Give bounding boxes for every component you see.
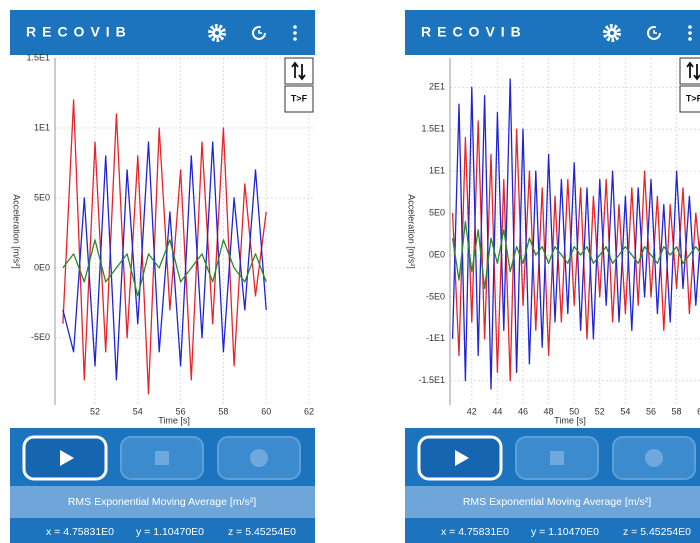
rms-title: RMS Exponential Moving Average [m/s²] xyxy=(68,496,256,508)
x-tick-label: 44 xyxy=(492,406,502,416)
y-tick-label: 1E1 xyxy=(34,122,50,132)
x-tick-label: 52 xyxy=(90,406,100,416)
signal-line xyxy=(62,99,267,395)
x-tick-label: 54 xyxy=(620,406,630,416)
rms-bar xyxy=(10,486,315,518)
rms-title: RMS Exponential Moving Average [m/s²] xyxy=(463,496,651,508)
phone-screen: RECOVIB -5E0 0E0 5E0 1E1 1.5E1 52 54 56 58 60 62 Tim… xyxy=(10,10,315,543)
play-button[interactable] xyxy=(22,435,108,481)
time-frequency-button[interactable]: T>F xyxy=(284,85,314,113)
y-tick-label: -1E1 xyxy=(426,333,445,343)
swap-axes-button[interactable] xyxy=(284,57,314,85)
x-tick-label: 56 xyxy=(646,406,656,416)
y-tick-label: 0E0 xyxy=(34,262,50,272)
stop-button[interactable] xyxy=(120,436,204,480)
x-tick-label: 46 xyxy=(518,406,528,416)
y-tick-label: 1.5E1 xyxy=(421,124,445,134)
y-tick-label: 5E0 xyxy=(429,207,445,217)
app-logo: RECOVIB xyxy=(421,24,527,40)
x-tick-label: 58 xyxy=(672,406,682,416)
y-tick-label: 2E1 xyxy=(429,82,445,92)
x-tick-label: 58 xyxy=(218,406,228,416)
rms-value: y = 1.10470E0 xyxy=(136,526,204,538)
x-tick-label: 62 xyxy=(304,406,314,416)
plot-lines xyxy=(451,78,700,390)
settings-icon[interactable] xyxy=(208,24,226,42)
y-tick-label: -1.5E1 xyxy=(418,375,445,385)
overflow-menu-icon[interactable] xyxy=(688,25,692,41)
x-tick-label: 60 xyxy=(261,406,271,416)
phone-screen: RECOVIB -1.5E1 -1E1 -5E0 0E0 5E0 1E1 1.5E1 2E1 42… xyxy=(405,10,700,543)
record-button[interactable] xyxy=(217,436,301,480)
chart-panel xyxy=(10,55,315,428)
stop-button[interactable] xyxy=(515,436,599,480)
x-axis-label: Time [s] xyxy=(554,415,586,425)
x-tick-label: 54 xyxy=(133,406,143,416)
y-tick-label: 0E0 xyxy=(429,249,445,259)
rms-bar xyxy=(405,486,700,518)
time-frequency-button[interactable]: T>F xyxy=(679,85,700,113)
rms-value: x = 4.75831E0 xyxy=(441,526,509,538)
rms-value: y = 1.10470E0 xyxy=(531,526,599,538)
rms-value: z = 5.45254E0 xyxy=(623,526,691,538)
x-tick-label: 42 xyxy=(467,406,477,416)
signal-line xyxy=(62,141,267,381)
signal-line xyxy=(62,239,267,297)
y-tick-label: 1.5E1 xyxy=(26,52,50,62)
y-tick-label: 5E0 xyxy=(34,192,50,202)
x-tick-label: 60 xyxy=(697,406,700,416)
app-bar xyxy=(10,10,315,55)
toggle-label: T>F xyxy=(291,93,308,103)
signal-line xyxy=(451,220,700,290)
toggle-label: T>F xyxy=(686,93,700,103)
y-axis-label: Acceleration [m/s²] xyxy=(12,194,22,269)
app-bar xyxy=(405,10,700,55)
plot-lines xyxy=(62,99,267,395)
overflow-menu-icon[interactable] xyxy=(293,25,297,41)
y-tick-label: -5E0 xyxy=(31,332,50,342)
rms-value: x = 4.75831E0 xyxy=(46,526,114,538)
history-icon[interactable] xyxy=(647,26,661,40)
x-tick-label: 56 xyxy=(176,406,186,416)
x-tick-label: 48 xyxy=(544,406,554,416)
y-tick-label: 1E1 xyxy=(429,166,445,176)
x-axis-label: Time [s] xyxy=(158,415,190,425)
x-tick-label: 52 xyxy=(595,406,605,416)
y-axis-label: Acceleration [m/s²] xyxy=(407,194,417,269)
y-tick-label: -5E0 xyxy=(426,291,445,301)
history-icon[interactable] xyxy=(252,26,266,40)
swap-axes-button[interactable] xyxy=(679,57,700,85)
settings-icon[interactable] xyxy=(603,24,621,42)
record-button[interactable] xyxy=(612,436,696,480)
play-button[interactable] xyxy=(417,435,503,481)
rms-value: z = 5.45254E0 xyxy=(228,526,296,538)
app-logo: RECOVIB xyxy=(26,24,132,40)
x-tick-label: 50 xyxy=(569,406,579,416)
